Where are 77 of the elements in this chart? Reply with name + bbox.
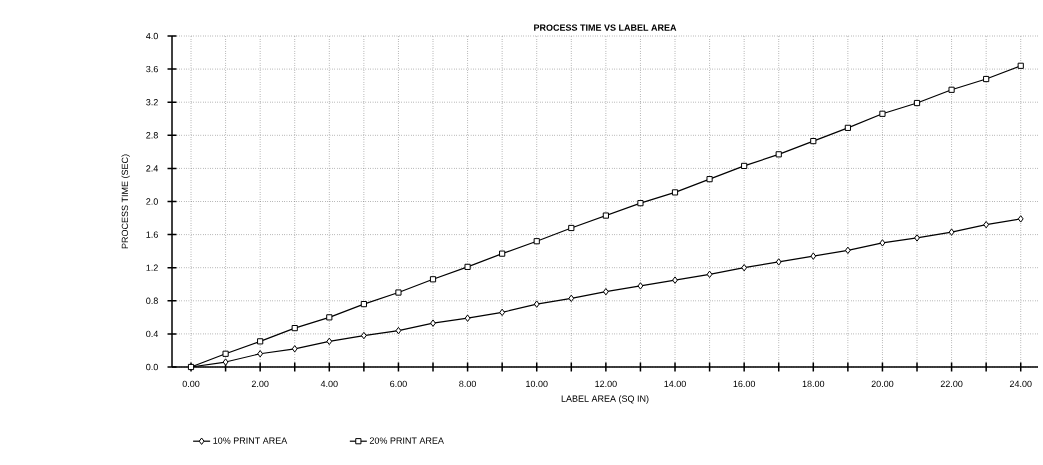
point [499, 250, 506, 257]
point [360, 301, 367, 308]
point [706, 270, 713, 279]
point [602, 212, 609, 219]
y-tick-label: 1.2 [146, 264, 158, 271]
point [913, 99, 921, 107]
point [844, 124, 851, 131]
point [464, 314, 471, 322]
point [326, 314, 333, 321]
point [810, 252, 817, 260]
point [1017, 62, 1024, 69]
x-tick-label: 8.00 [459, 380, 476, 388]
point [222, 358, 229, 366]
y-tick-label: 0.8 [146, 297, 158, 304]
y-tick-label: 1.6 [146, 231, 158, 238]
y-tick-label: 3.2 [146, 99, 158, 106]
x-tick-label: 14.00 [664, 380, 686, 388]
point [360, 331, 367, 340]
point [222, 350, 229, 357]
chart-title: PROCESS TIME VS LABEL AREA [534, 24, 677, 31]
y-tick-label: 3.6 [146, 65, 158, 73]
point [291, 345, 298, 353]
point [741, 264, 748, 272]
x-tick-label: 16.00 [733, 380, 756, 388]
point [464, 263, 471, 270]
x-tick-label: 22.00 [940, 380, 963, 388]
point [983, 75, 990, 83]
point [257, 350, 264, 358]
point [706, 176, 713, 183]
point [914, 234, 920, 242]
x-tick-label: 6.00 [390, 380, 407, 388]
y-axis-title: PROCESS TIME (SEC) [121, 154, 130, 249]
point [741, 162, 748, 170]
point [775, 151, 782, 158]
x-tick-label: 2.00 [251, 380, 269, 388]
point [948, 228, 955, 236]
point [499, 308, 506, 317]
point [844, 246, 851, 255]
x-tick-label: 0.00 [182, 380, 200, 388]
point [429, 276, 437, 283]
point [672, 276, 678, 284]
point [395, 289, 402, 296]
point [602, 288, 609, 296]
legend-label: 10% PRINT AREA [213, 437, 288, 444]
point [637, 200, 644, 207]
x-tick-label: 24.00 [1009, 380, 1032, 388]
point [671, 189, 679, 196]
x-axis-title: LABEL AREA (SQ IN) [561, 395, 649, 404]
x-tick-label: 10.00 [526, 380, 548, 388]
point [291, 325, 298, 332]
x-tick-label: 4.00 [320, 380, 338, 388]
point [533, 300, 540, 308]
y-tick-label: 0.4 [146, 330, 159, 338]
x-tick-label: 20.00 [871, 380, 894, 388]
y-tick-label: 2.0 [146, 198, 158, 205]
point [948, 86, 955, 93]
point [430, 319, 436, 327]
point [775, 258, 782, 266]
x-tick-label: 18.00 [802, 380, 825, 388]
point [568, 294, 575, 303]
point [879, 239, 886, 247]
y-tick-label: 2.8 [146, 132, 158, 139]
point [568, 224, 575, 232]
point [257, 338, 264, 345]
point [637, 282, 644, 290]
legend-label: 20% PRINT AREA [369, 437, 444, 444]
point [1017, 215, 1024, 223]
y-tick-label: 2.4 [146, 165, 159, 172]
point [810, 137, 817, 145]
x-tick-label: 12.00 [595, 380, 617, 388]
point [395, 326, 402, 335]
point [326, 337, 333, 346]
point [533, 238, 540, 245]
y-tick-label: 4.0 [146, 32, 158, 40]
y-tick-label: 0.0 [146, 363, 158, 371]
point [879, 110, 886, 117]
point [983, 220, 990, 229]
